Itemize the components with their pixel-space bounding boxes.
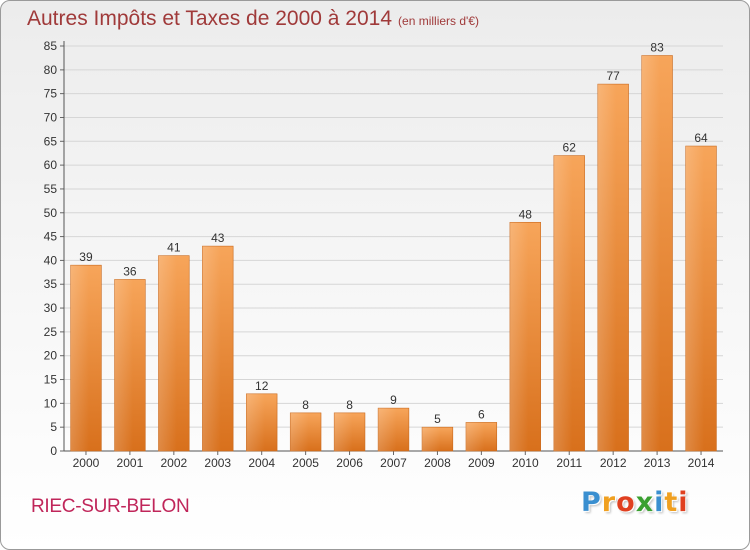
y-tick-label: 0 (50, 444, 57, 458)
bar-value-label: 62 (563, 141, 577, 155)
x-tick-label: 2004 (248, 456, 275, 470)
logo-letter: r (601, 487, 617, 518)
y-tick-label: 70 (44, 110, 58, 124)
bar-highlight-2006 (334, 412, 365, 451)
y-tick-label: 60 (44, 158, 58, 172)
y-tick-label: 30 (44, 301, 58, 315)
bar-highlight-2014 (685, 146, 717, 451)
chart-title: Autres Impôts et Taxes de 2000 à 2014 (en… (27, 7, 479, 31)
bar-highlight-2012 (597, 84, 629, 451)
x-tick-label: 2011 (556, 456, 582, 470)
proxiti-logo: Proxiti (581, 487, 689, 518)
bar-highlight-2003 (202, 246, 234, 451)
bar-highlight-2010 (509, 222, 541, 451)
y-tick-label: 45 (44, 230, 58, 244)
bar-highlight-2004 (246, 393, 278, 451)
commune-name: RIEC-SUR-BELON (31, 496, 190, 517)
x-tick-label: 2006 (336, 456, 363, 470)
bar-value-label: 41 (167, 241, 181, 255)
y-tick-label: 65 (44, 134, 58, 148)
y-tick-label: 50 (44, 206, 58, 220)
y-tick-label: 80 (44, 63, 58, 77)
logo-letter: t (664, 487, 679, 518)
bar-value-label: 6 (478, 407, 485, 421)
bar-highlight-2011 (553, 155, 585, 451)
x-tick-label: 2007 (380, 456, 407, 470)
x-tick-label: 2000 (73, 456, 100, 470)
x-tick-label: 2005 (292, 456, 319, 470)
bar-value-label: 77 (606, 69, 620, 83)
logo-letter: i (654, 487, 665, 518)
bar-value-label: 39 (79, 250, 93, 264)
bar-value-label: 9 (390, 393, 397, 407)
y-tick-label: 75 (44, 87, 58, 101)
y-tick-label: 55 (44, 182, 58, 196)
bar-value-label: 12 (255, 379, 269, 393)
x-tick-label: 2010 (512, 456, 539, 470)
bar-value-label: 8 (346, 398, 353, 412)
bar-value-label: 48 (519, 207, 533, 221)
bar-highlight-2013 (641, 55, 673, 451)
bar-highlight-2009 (465, 422, 497, 451)
y-tick-label: 10 (44, 396, 58, 410)
bar-value-label: 8 (302, 398, 309, 412)
y-tick-label: 5 (50, 420, 57, 434)
bar-value-label: 83 (650, 41, 664, 55)
x-tick-label: 2001 (117, 456, 144, 470)
chart-title-text: Autres Impôts et Taxes de 2000 à 2014 (27, 7, 393, 30)
y-tick-label: 40 (44, 253, 58, 267)
y-tick-label: 25 (44, 325, 58, 339)
x-tick-label: 2014 (688, 456, 715, 470)
y-tick-label: 85 (44, 39, 58, 53)
x-tick-label: 2003 (204, 456, 231, 470)
x-tick-label: 2009 (468, 456, 495, 470)
bar-highlight-2000 (70, 265, 102, 451)
bar-highlight-2002 (158, 255, 190, 451)
logo-letter: x (635, 487, 655, 518)
x-tick-label: 2008 (424, 456, 451, 470)
bar-highlight-2001 (114, 279, 146, 451)
bar-value-label: 5 (434, 412, 441, 426)
x-tick-label: 2002 (160, 456, 187, 470)
bar-highlight-2007 (378, 408, 409, 451)
bar-value-label: 64 (694, 131, 708, 145)
logo-letter: o (616, 487, 636, 518)
y-tick-label: 15 (44, 373, 58, 387)
bar-highlight-2005 (290, 412, 322, 451)
x-tick-label: 2012 (600, 456, 627, 470)
logo-letter: i (678, 487, 689, 518)
bar-highlight-2008 (422, 427, 453, 451)
bar-value-label: 36 (123, 264, 137, 278)
y-tick-label: 20 (44, 349, 58, 363)
logo-letter: P (581, 487, 602, 518)
bar-value-label: 43 (211, 231, 225, 245)
chart-unit-label: (en milliers d'€) (398, 14, 480, 28)
x-tick-label: 2013 (644, 456, 671, 470)
y-tick-label: 35 (44, 277, 58, 291)
